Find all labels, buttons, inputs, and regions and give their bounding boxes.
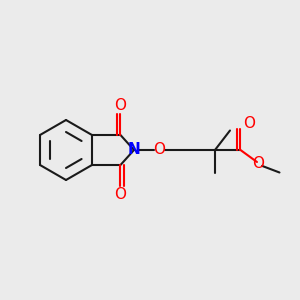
Text: O: O [253, 156, 265, 171]
Text: O: O [244, 116, 256, 130]
Text: O: O [154, 142, 166, 158]
Text: N: N [128, 142, 140, 158]
Text: O: O [115, 187, 127, 202]
Text: O: O [115, 98, 127, 113]
